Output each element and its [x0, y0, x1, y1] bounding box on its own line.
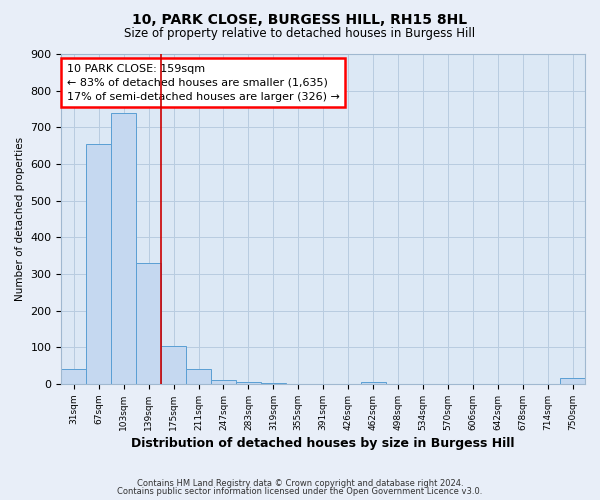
Bar: [560, 378, 585, 384]
Bar: [186, 370, 211, 384]
Text: Contains HM Land Registry data © Crown copyright and database right 2024.: Contains HM Land Registry data © Crown c…: [137, 478, 463, 488]
Bar: [361, 382, 386, 384]
Bar: [211, 380, 236, 384]
Bar: [61, 370, 86, 384]
Bar: [236, 382, 261, 384]
Bar: [261, 383, 286, 384]
Y-axis label: Number of detached properties: Number of detached properties: [15, 137, 25, 301]
Text: Contains public sector information licensed under the Open Government Licence v3: Contains public sector information licen…: [118, 487, 482, 496]
Bar: [111, 112, 136, 384]
Text: 10, PARK CLOSE, BURGESS HILL, RH15 8HL: 10, PARK CLOSE, BURGESS HILL, RH15 8HL: [133, 12, 467, 26]
X-axis label: Distribution of detached houses by size in Burgess Hill: Distribution of detached houses by size …: [131, 437, 515, 450]
Bar: [86, 144, 111, 384]
Bar: [136, 263, 161, 384]
Text: Size of property relative to detached houses in Burgess Hill: Size of property relative to detached ho…: [124, 28, 476, 40]
Bar: [161, 346, 186, 384]
Text: 10 PARK CLOSE: 159sqm
← 83% of detached houses are smaller (1,635)
17% of semi-d: 10 PARK CLOSE: 159sqm ← 83% of detached …: [67, 64, 340, 102]
